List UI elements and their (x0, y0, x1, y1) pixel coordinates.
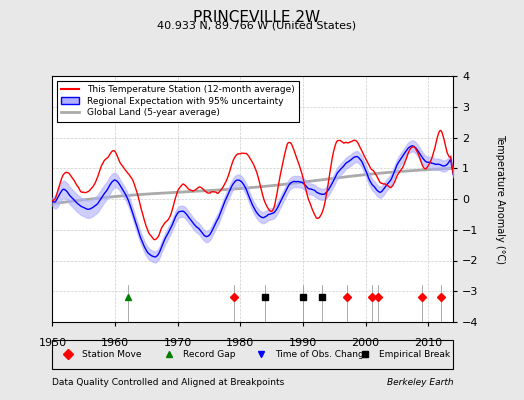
Text: 40.933 N, 89.766 W (United States): 40.933 N, 89.766 W (United States) (157, 21, 356, 31)
Text: Station Move: Station Move (82, 350, 142, 359)
Legend: This Temperature Station (12-month average), Regional Expectation with 95% uncer: This Temperature Station (12-month avera… (57, 80, 299, 122)
Text: 1970: 1970 (163, 338, 192, 348)
Text: 1980: 1980 (226, 338, 255, 348)
Text: Time of Obs. Change: Time of Obs. Change (275, 350, 369, 359)
Text: 1950: 1950 (38, 338, 67, 348)
Y-axis label: Temperature Anomaly (°C): Temperature Anomaly (°C) (496, 134, 506, 264)
Text: Berkeley Earth: Berkeley Earth (387, 378, 453, 387)
Text: PRINCEVILLE 2W: PRINCEVILLE 2W (193, 10, 320, 25)
Text: Data Quality Controlled and Aligned at Breakpoints: Data Quality Controlled and Aligned at B… (52, 378, 285, 387)
Text: 1990: 1990 (289, 338, 317, 348)
Text: Empirical Break: Empirical Break (379, 350, 450, 359)
Text: 2010: 2010 (414, 338, 442, 348)
Text: 1960: 1960 (101, 338, 129, 348)
Text: 2000: 2000 (352, 338, 379, 348)
Text: Record Gap: Record Gap (183, 350, 235, 359)
